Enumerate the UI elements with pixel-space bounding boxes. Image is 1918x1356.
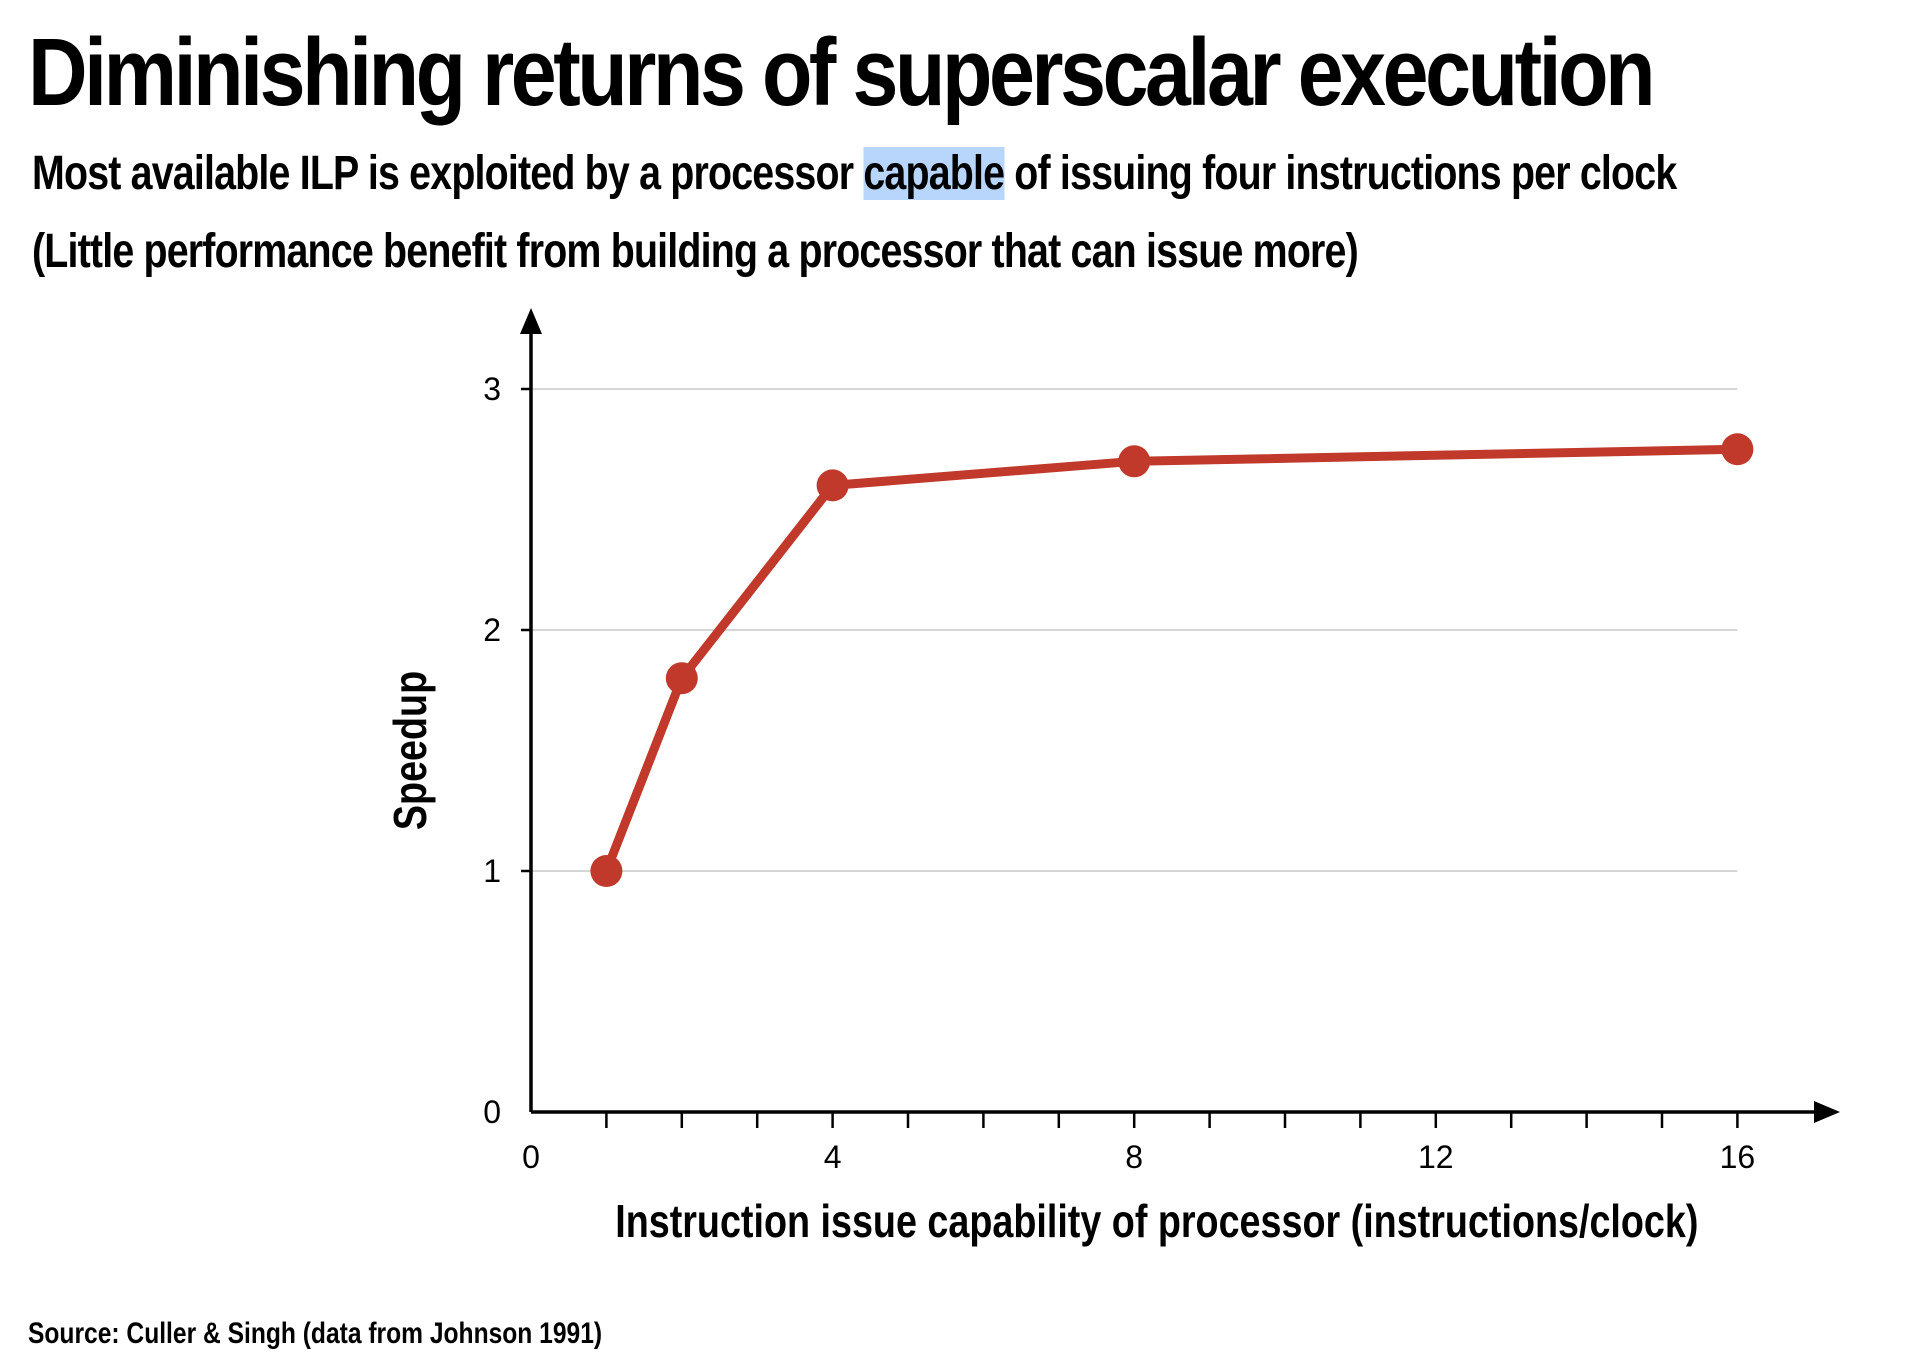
data-point-16: [1721, 433, 1754, 466]
subtitle-highlighted-word: capable: [863, 147, 1005, 200]
x-tick-label-0: 0: [522, 1139, 540, 1175]
data-point-2: [665, 662, 698, 695]
y-axis-title: Speedup: [384, 671, 435, 830]
x-tick-label-8: 8: [1125, 1139, 1143, 1175]
series: [590, 433, 1754, 887]
subtitle-line-1-start: Most available ILP is exploited by a pro…: [32, 147, 864, 200]
x-tick-label-16: 16: [1720, 1139, 1756, 1175]
gridlines: [531, 388, 1738, 872]
x-tick-label-12: 12: [1418, 1139, 1454, 1175]
y-tick-label-1: 1: [483, 853, 501, 889]
series-line-0: [601, 444, 1742, 876]
y-axis-arrowhead: [520, 308, 542, 334]
axes: [520, 308, 1840, 1123]
x-tick-label-4: 4: [824, 1139, 842, 1175]
source-note: Source: Culler & Singh (data from Johnso…: [28, 1317, 603, 1350]
subtitle-line-1-end: of issuing four instructions per clock: [1004, 147, 1677, 200]
y-tick-label-2: 2: [483, 612, 501, 648]
tick-marks: [521, 387, 1739, 1128]
y-tick-label-0: 0: [483, 1094, 501, 1130]
subtitle-line-2: (Little performance benefit from buildin…: [32, 225, 1359, 278]
data-point-1: [590, 855, 623, 887]
data-point-8: [1118, 445, 1151, 478]
page-title: Diminishing returns of superscalar execu…: [28, 19, 1656, 126]
x-axis-title: Instruction issue capability of processo…: [615, 1195, 1698, 1246]
data-point-4: [816, 469, 849, 502]
x-axis-arrowhead: [1814, 1101, 1840, 1123]
subtitle-line-1: Most available ILP is exploited by a pro…: [32, 144, 1677, 204]
y-tick-label-3: 3: [483, 371, 501, 407]
